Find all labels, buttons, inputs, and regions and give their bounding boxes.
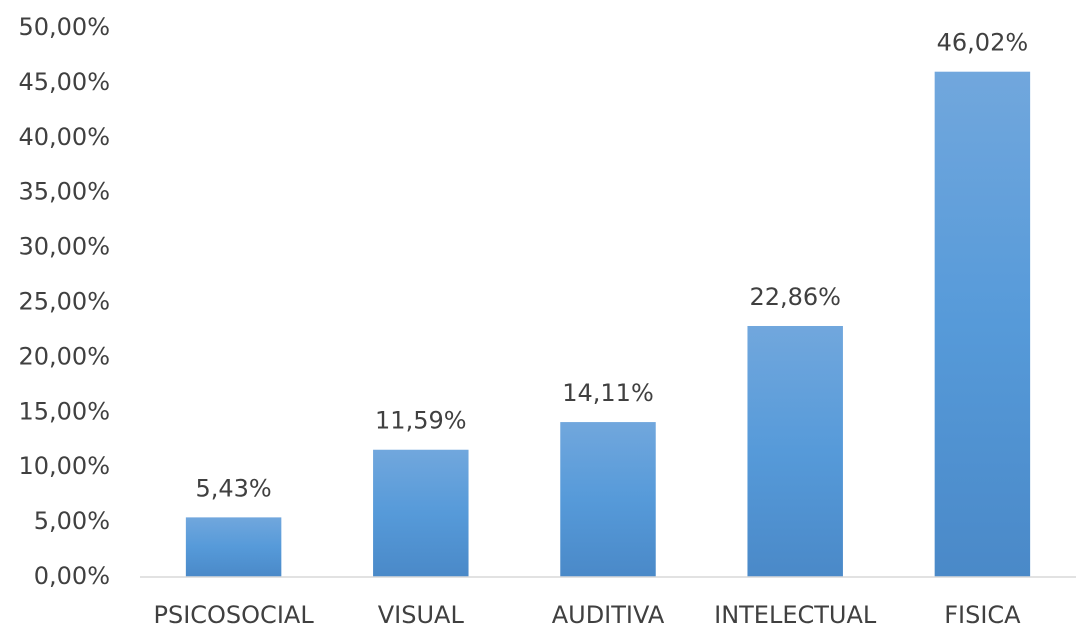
y-tick-label: 35,00% [18, 178, 110, 206]
y-tick-label: 0,00% [34, 562, 110, 590]
data-label: 22,86% [749, 283, 841, 311]
bar [747, 325, 843, 577]
x-tick-label: AUDITIVA [552, 601, 665, 629]
y-tick-label: 30,00% [18, 233, 110, 261]
x-tick-label: FISICA [944, 601, 1021, 629]
bar [934, 71, 1031, 577]
y-tick-label: 5,00% [34, 507, 110, 535]
bar [185, 517, 282, 577]
data-label: 5,43% [195, 474, 271, 502]
x-tick-label: INTELECTUAL [714, 601, 877, 629]
bar [560, 422, 656, 577]
data-label: 14,11% [562, 379, 654, 407]
data-label: 46,02% [937, 29, 1029, 57]
x-tick-label: VISUAL [378, 601, 465, 629]
y-tick-label: 50,00% [18, 13, 110, 41]
y-tick-label: 10,00% [18, 452, 110, 480]
x-tick-label: PSICOSOCIAL [154, 601, 315, 629]
data-label: 11,59% [375, 407, 467, 435]
y-tick-label: 20,00% [18, 342, 110, 370]
y-tick-label: 15,00% [18, 397, 110, 425]
y-tick-label: 40,00% [18, 123, 110, 151]
bar [373, 449, 469, 577]
y-tick-label: 45,00% [18, 68, 110, 96]
y-tick-label: 25,00% [18, 288, 110, 316]
